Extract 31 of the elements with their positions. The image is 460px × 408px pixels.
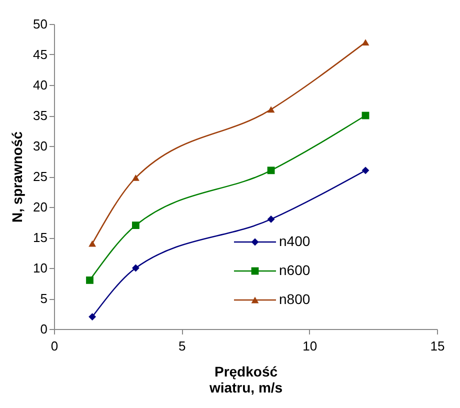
y-tick-label: 0 (40, 322, 48, 336)
y-tick-label: 20 (33, 200, 48, 214)
point (86, 276, 94, 284)
y-tick-label: 5 (40, 291, 48, 306)
point (267, 106, 275, 113)
x-tick-label: 15 (430, 338, 445, 354)
y-tick-label: 25 (33, 169, 48, 184)
point (132, 264, 140, 272)
y-tick-label: 45 (33, 47, 48, 62)
x-tick-label: 5 (178, 338, 186, 354)
y-tick-label: 50 (33, 16, 48, 32)
legend-label: n400 (279, 233, 310, 249)
point (267, 166, 275, 174)
y-tick-label: 35 (33, 108, 48, 123)
y-tick-label: 10 (33, 260, 48, 276)
x-tick-label: 0 (50, 338, 58, 354)
point (267, 215, 275, 223)
point (132, 174, 140, 181)
y-tick-label: 30 (33, 138, 48, 154)
y-tick-label: 40 (33, 78, 48, 92)
legend-label: n800 (279, 291, 310, 307)
y-tick-label: 15 (33, 230, 48, 245)
point (88, 240, 96, 247)
point (132, 222, 140, 230)
point (88, 313, 96, 321)
x-tick-label: 10 (302, 338, 318, 354)
y-axis-title: N, sprawność (9, 131, 26, 223)
x-axis-title: Prędkość wiatru, m/s (208, 364, 283, 396)
point (362, 39, 370, 46)
legend-label: n600 (279, 262, 310, 278)
point (362, 166, 370, 174)
